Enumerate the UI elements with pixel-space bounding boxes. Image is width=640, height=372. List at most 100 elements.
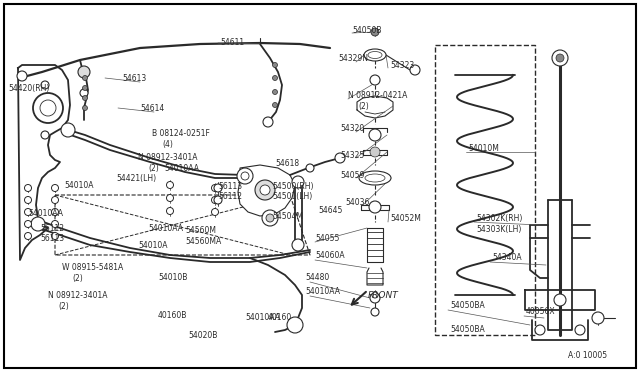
Text: (2): (2) bbox=[72, 275, 83, 283]
Text: 54010AA: 54010AA bbox=[305, 288, 340, 296]
Text: 54010A: 54010A bbox=[138, 241, 168, 250]
Text: 54010AA: 54010AA bbox=[164, 164, 199, 173]
Text: 54504M: 54504M bbox=[272, 212, 303, 221]
Text: 56113: 56113 bbox=[40, 234, 64, 243]
Circle shape bbox=[51, 185, 58, 192]
Circle shape bbox=[24, 232, 31, 240]
Text: 54010M: 54010M bbox=[468, 144, 499, 153]
Text: 54010AA: 54010AA bbox=[28, 208, 63, 218]
Circle shape bbox=[51, 208, 58, 215]
Text: 54618: 54618 bbox=[275, 158, 299, 167]
Circle shape bbox=[592, 312, 604, 324]
Circle shape bbox=[273, 76, 278, 80]
Circle shape bbox=[306, 164, 314, 172]
Circle shape bbox=[255, 180, 275, 200]
Circle shape bbox=[83, 106, 88, 110]
Text: 54320: 54320 bbox=[340, 124, 364, 132]
Circle shape bbox=[260, 185, 270, 195]
Circle shape bbox=[370, 75, 380, 85]
Circle shape bbox=[214, 184, 222, 192]
Circle shape bbox=[287, 317, 303, 333]
Text: 40160: 40160 bbox=[268, 314, 292, 323]
Circle shape bbox=[241, 172, 249, 180]
Text: 54560MA: 54560MA bbox=[185, 237, 221, 246]
Text: (2): (2) bbox=[358, 102, 369, 110]
Circle shape bbox=[554, 294, 566, 306]
Text: 56113: 56113 bbox=[218, 182, 242, 190]
Circle shape bbox=[371, 28, 379, 36]
Circle shape bbox=[166, 195, 173, 202]
Ellipse shape bbox=[365, 174, 385, 182]
Circle shape bbox=[51, 221, 58, 228]
Text: N 08912-3401A: N 08912-3401A bbox=[48, 291, 108, 299]
Text: W 08915-5481A: W 08915-5481A bbox=[62, 263, 124, 273]
Text: N 08912-0421A: N 08912-0421A bbox=[348, 90, 408, 99]
Text: 54303K(LH): 54303K(LH) bbox=[476, 224, 522, 234]
Text: 54302K(RH): 54302K(RH) bbox=[476, 214, 522, 222]
Circle shape bbox=[273, 62, 278, 67]
Circle shape bbox=[552, 50, 568, 66]
Circle shape bbox=[78, 66, 90, 78]
Circle shape bbox=[292, 176, 304, 188]
Ellipse shape bbox=[364, 49, 386, 61]
Text: (2): (2) bbox=[148, 164, 159, 173]
Circle shape bbox=[273, 103, 278, 108]
Text: 54059: 54059 bbox=[340, 170, 364, 180]
Circle shape bbox=[24, 185, 31, 192]
Circle shape bbox=[24, 208, 31, 215]
Text: 54611: 54611 bbox=[220, 38, 244, 46]
Text: 54010B: 54010B bbox=[158, 273, 188, 282]
Text: 54480: 54480 bbox=[305, 273, 329, 282]
Circle shape bbox=[41, 96, 49, 104]
Circle shape bbox=[40, 100, 56, 116]
Text: 54560M: 54560M bbox=[185, 225, 216, 234]
Text: A:0 10005: A:0 10005 bbox=[568, 352, 607, 360]
Text: 54060A: 54060A bbox=[315, 251, 344, 260]
Text: 54501(LH): 54501(LH) bbox=[272, 192, 312, 201]
Circle shape bbox=[371, 308, 379, 316]
Circle shape bbox=[51, 232, 58, 240]
Circle shape bbox=[263, 117, 273, 127]
Circle shape bbox=[410, 65, 420, 75]
Circle shape bbox=[41, 131, 49, 139]
Circle shape bbox=[17, 71, 27, 81]
Circle shape bbox=[166, 182, 173, 189]
Polygon shape bbox=[238, 165, 295, 216]
Text: 54329N: 54329N bbox=[338, 54, 368, 62]
Text: 54050BA: 54050BA bbox=[450, 326, 484, 334]
Circle shape bbox=[80, 89, 88, 97]
Circle shape bbox=[372, 292, 378, 298]
Circle shape bbox=[273, 90, 278, 94]
Text: 54325: 54325 bbox=[340, 151, 364, 160]
Text: 54323: 54323 bbox=[390, 61, 414, 70]
Circle shape bbox=[211, 208, 218, 215]
Circle shape bbox=[51, 196, 58, 203]
Circle shape bbox=[166, 208, 173, 215]
Text: 54020B: 54020B bbox=[188, 331, 218, 340]
Text: 54500(RH): 54500(RH) bbox=[272, 182, 314, 190]
Circle shape bbox=[575, 325, 585, 335]
Circle shape bbox=[370, 147, 380, 157]
Circle shape bbox=[41, 81, 49, 89]
Circle shape bbox=[292, 239, 304, 251]
Circle shape bbox=[214, 196, 222, 204]
Text: 54645: 54645 bbox=[318, 205, 342, 215]
Circle shape bbox=[262, 210, 278, 226]
Text: 40056X: 40056X bbox=[526, 308, 556, 317]
Circle shape bbox=[266, 214, 274, 222]
Circle shape bbox=[33, 93, 63, 123]
Text: 54050B: 54050B bbox=[352, 26, 381, 35]
Circle shape bbox=[556, 54, 564, 62]
Circle shape bbox=[83, 86, 88, 90]
Circle shape bbox=[83, 96, 88, 100]
Text: 54340A: 54340A bbox=[492, 253, 522, 263]
Text: 40160B: 40160B bbox=[158, 311, 188, 320]
Circle shape bbox=[41, 111, 49, 119]
Text: 54420(RH): 54420(RH) bbox=[8, 83, 49, 93]
Text: (4): (4) bbox=[162, 140, 173, 148]
Circle shape bbox=[369, 201, 381, 213]
Circle shape bbox=[237, 168, 253, 184]
Ellipse shape bbox=[359, 171, 391, 185]
Text: 54050BA: 54050BA bbox=[450, 301, 484, 311]
Circle shape bbox=[83, 76, 88, 80]
